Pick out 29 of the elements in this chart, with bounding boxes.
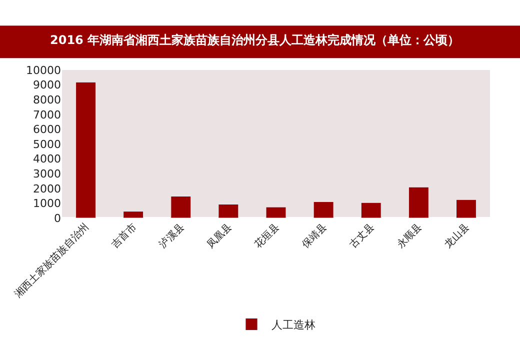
bar	[123, 211, 144, 218]
bar	[408, 186, 429, 218]
y-tick-label: 7000	[33, 108, 61, 122]
y-tick-label: 4000	[33, 152, 61, 166]
bar	[456, 199, 476, 218]
bar	[313, 201, 334, 218]
chart-title: 2016 年湖南省湘西土家族苗族自治州分县人工造林完成情况（单位：公顷）	[50, 33, 460, 47]
y-tick-label: 8000	[33, 93, 61, 106]
y-tick-label: 5000	[33, 138, 61, 151]
bar	[266, 206, 286, 218]
y-tick-label: 1000	[33, 197, 61, 210]
bar	[360, 202, 382, 218]
bar	[170, 196, 192, 218]
y-tick-label: 2000	[33, 182, 61, 196]
x-tick-label: 古丈县	[347, 221, 377, 251]
y-tick-label: 3000	[33, 167, 61, 180]
bar	[218, 204, 239, 218]
bar	[76, 82, 96, 218]
x-tick-label: 龙山县	[442, 221, 472, 251]
x-tick-label: 保靖县	[300, 221, 330, 251]
y-tick-label: 6000	[33, 123, 61, 136]
y-tick-label: 9000	[33, 78, 61, 92]
x-tick-label: 凤凰县	[205, 222, 234, 251]
x-tick-label: 永顺县	[394, 221, 424, 251]
x-tick-label: 吉首市	[109, 221, 139, 251]
legend-label: 人工造林	[272, 318, 316, 332]
x-tick-label: 泸溪县	[156, 221, 187, 251]
x-tick-label: 花垣县	[252, 221, 282, 251]
y-tick-label: 10000	[26, 64, 61, 77]
